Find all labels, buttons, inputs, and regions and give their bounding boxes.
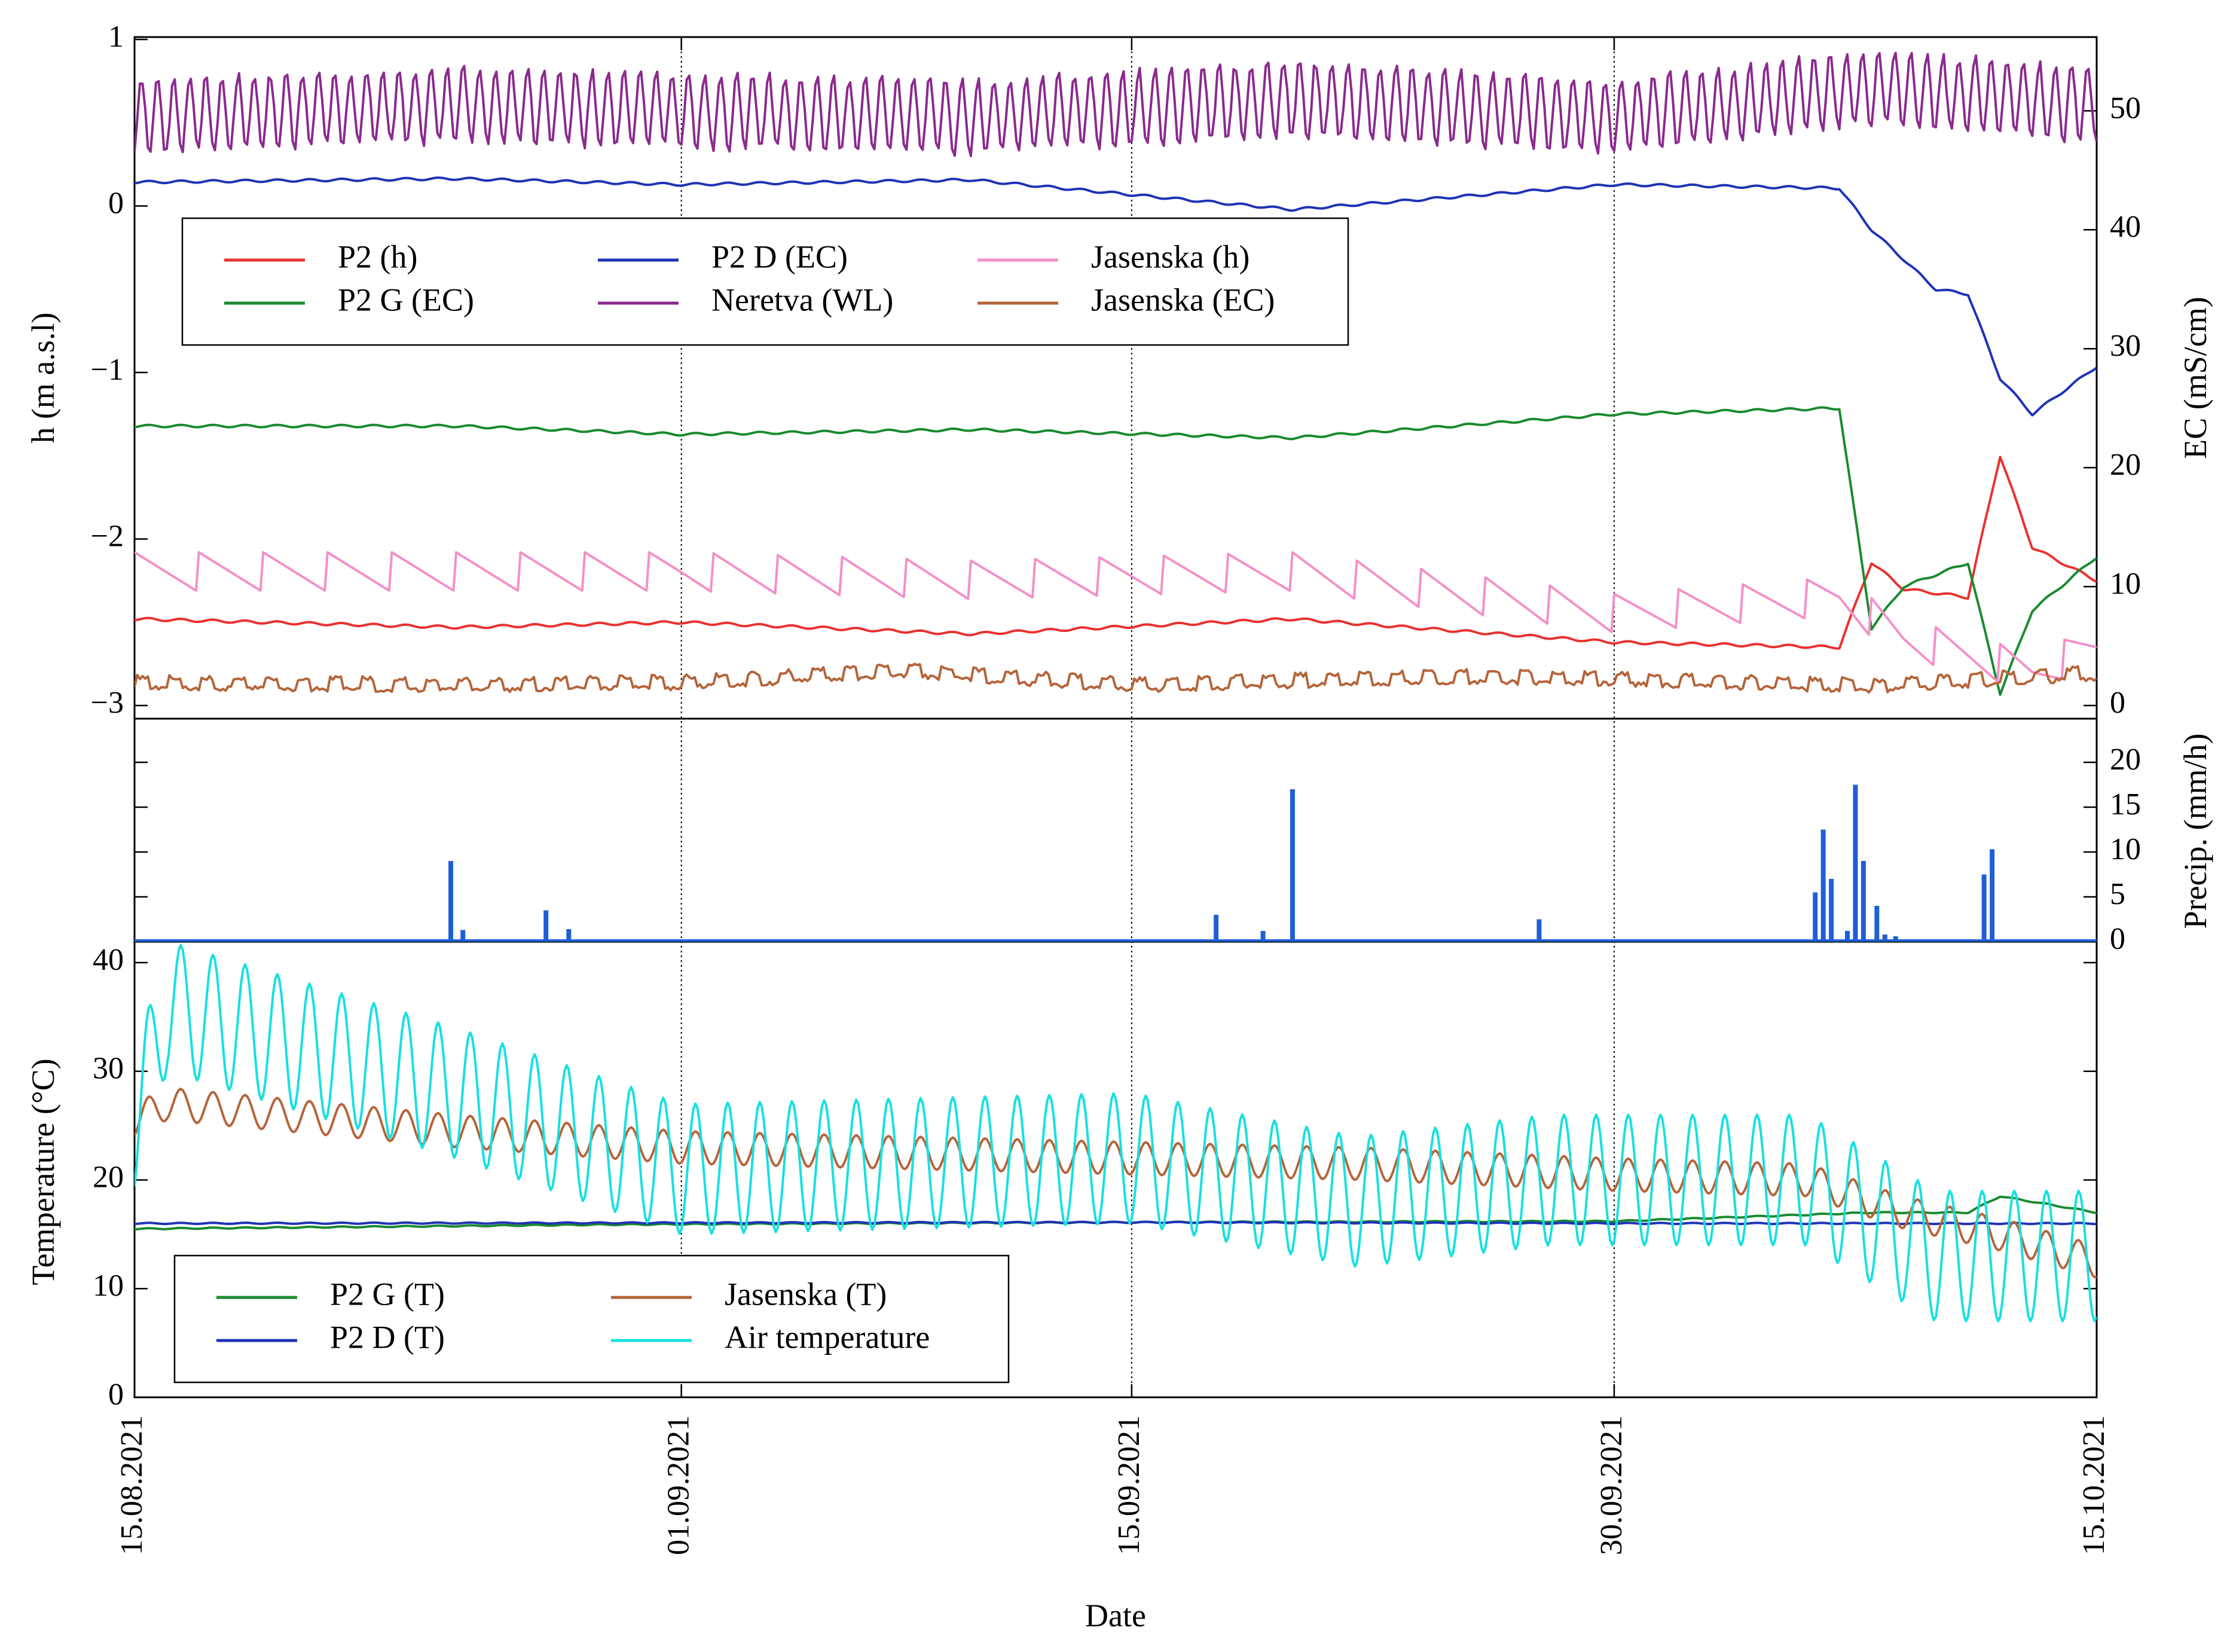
legend-label: Jasenska (EC)	[1091, 282, 1275, 317]
x-axis-label: Date	[1085, 1598, 1146, 1633]
precip-bar	[1290, 789, 1295, 942]
precip-bar	[1861, 861, 1866, 942]
temperature-series	[135, 943, 2097, 1323]
h-tick-label: −2	[91, 519, 124, 553]
precip-bar	[1214, 915, 1219, 942]
precip-bar	[448, 861, 454, 942]
ec-tick-label: 10	[2110, 567, 2141, 601]
date-gridlines	[680, 37, 1615, 1397]
series-line-jasenska-ec	[135, 662, 2097, 694]
top-legend: P2 (h) P2 G (EC) P2 D (EC) Neretva (WL) Jase…	[181, 217, 1349, 346]
precip-bar	[1820, 829, 1826, 942]
x-tick-label: 15.08.2021	[115, 1415, 149, 1555]
legend-label: Jasenska (T)	[725, 1276, 887, 1312]
top-left-axis-label: h (m a.s.l)	[25, 313, 61, 444]
legend-label: P2 (h)	[338, 239, 418, 274]
precip-bar	[1981, 874, 1987, 942]
legend-label: P2 G (EC)	[338, 282, 474, 317]
precip-tick-label: 0	[2110, 922, 2125, 956]
precip-bar	[1893, 936, 1898, 942]
x-tick-label: 15.09.2021	[1112, 1415, 1146, 1555]
series-line-neretva-wl	[135, 51, 2097, 157]
temperature-tick-label: 10	[93, 1269, 124, 1303]
h-tick-label: −1	[91, 353, 124, 387]
h-tick-label: 0	[108, 186, 124, 220]
top-right-axis-label: EC (mS/cm)	[2177, 297, 2213, 459]
precip-bar	[1853, 784, 1858, 942]
legend-label: Neretva (WL)	[711, 282, 893, 317]
precip-bar	[566, 929, 572, 942]
legend-box	[181, 217, 1349, 346]
legend-box	[173, 1254, 1010, 1384]
precip-tick-label: 10	[2110, 832, 2141, 866]
precip-bar	[543, 910, 549, 942]
precip-bar	[1845, 931, 1850, 942]
h-tick-label: 1	[108, 20, 124, 54]
precip-panel-frame	[133, 717, 2098, 943]
ec-tick-label: 30	[2110, 329, 2141, 363]
series-line-p2-d-t	[135, 1220, 2097, 1226]
tick-labels: 10−1−2−3504030201002015105040302010015.0…	[91, 20, 2141, 1555]
legend-label: P2 D (T)	[330, 1319, 445, 1355]
precip-axis-label: Precip. (mm/h)	[2177, 734, 2213, 929]
precip-bar	[1990, 849, 1995, 942]
ec-tick-label: 0	[2110, 686, 2125, 720]
precip-bar	[460, 930, 466, 942]
precip-bar	[1536, 919, 1542, 942]
temperature-axis-label: Temperature (°C)	[25, 1058, 61, 1285]
precip-bar	[1882, 935, 1887, 942]
series-line-jasenska-t	[135, 1088, 2097, 1279]
ec-tick-label: 50	[2110, 91, 2141, 125]
precip-bars	[135, 784, 2097, 942]
temperature-tick-label: 20	[93, 1160, 124, 1194]
temperature-tick-label: 40	[93, 943, 124, 977]
legend-label: Air temperature	[725, 1319, 930, 1355]
precip-bar	[1813, 892, 1818, 942]
precip-bar	[1260, 931, 1266, 942]
precip-bar	[1874, 906, 1880, 942]
legend-label: P2 G (T)	[330, 1276, 445, 1312]
series-line-air-temperature	[135, 943, 2097, 1323]
legend-label: Jasenska (h)	[1091, 239, 1250, 274]
precip-tick-label: 5	[2110, 877, 2125, 911]
temperature-tick-label: 0	[108, 1378, 124, 1412]
precip-bar	[1829, 879, 1834, 942]
series-line-p2-g-ec	[135, 406, 2097, 696]
x-tick-label: 15.10.2021	[2077, 1415, 2111, 1555]
precip-tick-label: 20	[2110, 743, 2141, 777]
temperature-legend: P2 G (T) P2 D (T) Jasenska (T) Air temperat…	[173, 1254, 1010, 1384]
x-tick-label: 30.09.2021	[1594, 1415, 1629, 1555]
legend-label: P2 D (EC)	[711, 239, 848, 274]
x-tick-label: 01.09.2021	[662, 1415, 696, 1555]
ec-tick-label: 40	[2110, 210, 2141, 244]
ec-tick-label: 20	[2110, 448, 2141, 482]
temperature-tick-label: 30	[93, 1052, 124, 1086]
series-line-p2-d-ec	[135, 176, 2097, 417]
series-line-p2-h	[135, 456, 2097, 650]
precip-tick-label: 15	[2110, 787, 2141, 822]
top-panel-series	[135, 51, 2097, 696]
h-tick-label: −3	[91, 686, 124, 720]
series-line-jasenska-h	[135, 551, 2097, 683]
